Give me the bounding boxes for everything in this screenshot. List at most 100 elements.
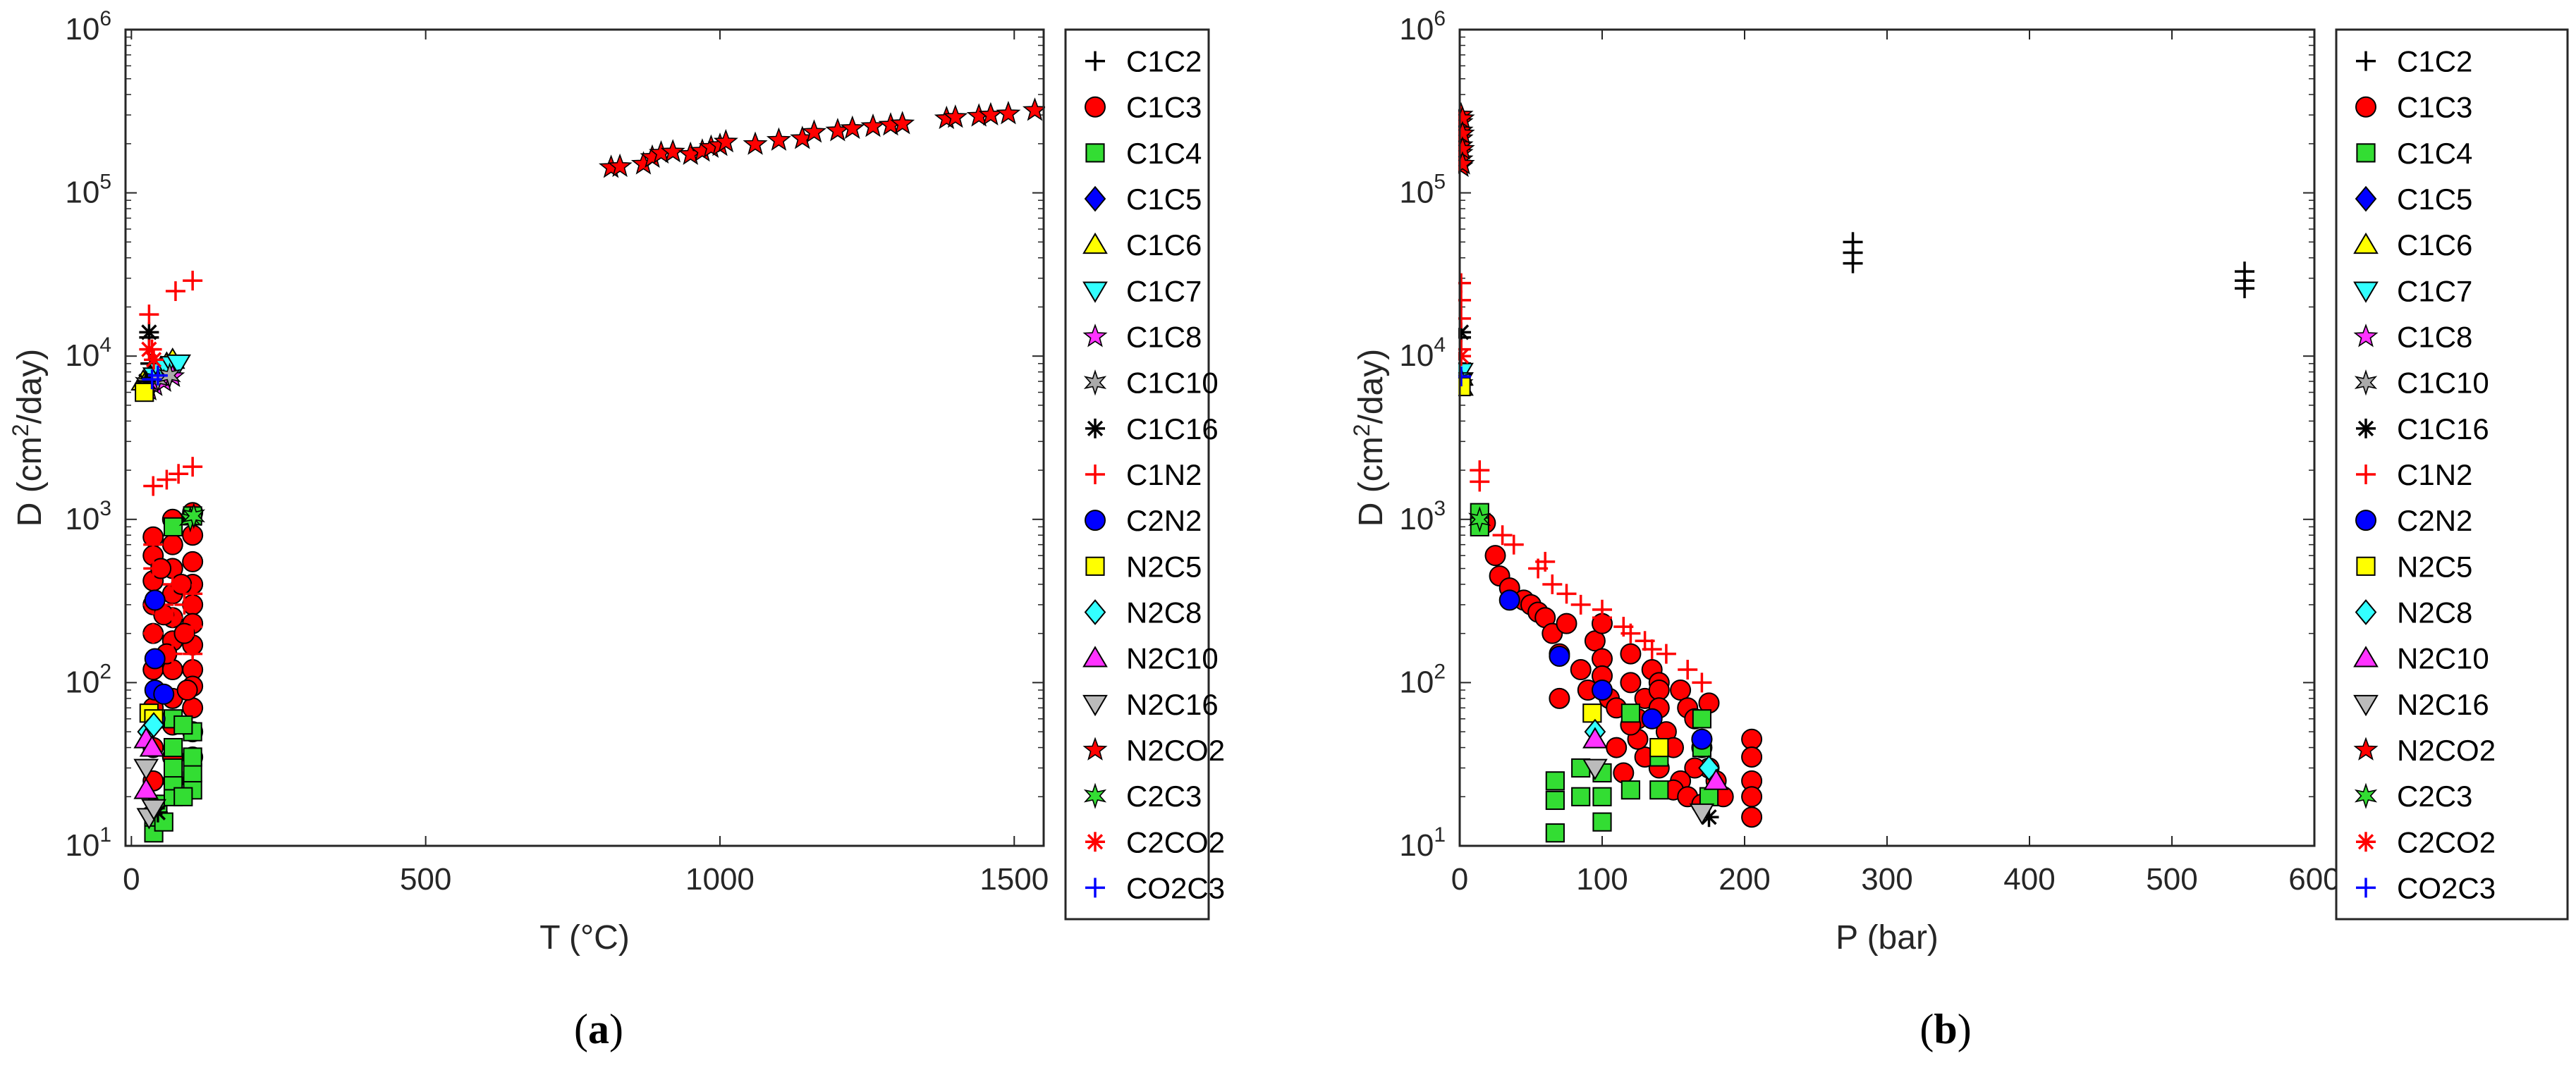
- data-markers-a: [130, 97, 1045, 843]
- data-point-b-c1n2-10: [1556, 584, 1577, 604]
- y-tick-label-a-2: 103: [65, 497, 111, 536]
- data-point-a-c1n2-0: [139, 305, 159, 325]
- x-tick-label-b-1: 100: [1576, 862, 1628, 897]
- legend-marker-b-c1c5: [2355, 185, 2377, 212]
- data-point-b-c1c4-12: [1649, 780, 1669, 800]
- legend-label-a-c1n2: C1N2: [1126, 458, 1202, 491]
- data-markers-b: [1458, 102, 2255, 843]
- y-tick-label-b-5: 106: [1399, 7, 1446, 47]
- data-point-b-c1c2-7: [2235, 278, 2255, 299]
- legend-label-b-co2c3: CO2C3: [2397, 871, 2496, 904]
- data-point-b-c2c3-0: [1468, 506, 1491, 533]
- legend-marker-b-c1c3: [2355, 96, 2376, 118]
- data-point-a-c1c3-29: [182, 697, 204, 719]
- legend-label-b-n2co2: N2CO2: [2397, 734, 2496, 767]
- data-point-b-c1c4-7: [1592, 812, 1612, 832]
- legend-label-b-c1c16: C1C16: [2397, 412, 2489, 445]
- data-point-b-c1n2-15: [1620, 623, 1641, 644]
- data-point-a-c1c4-7: [164, 737, 183, 758]
- data-point-b-c1c3-24: [1648, 679, 1670, 701]
- data-point-a-c1n2-8: [143, 534, 164, 555]
- y-axis-label-b: D (cm2/day): [1349, 349, 1390, 527]
- legend-label-b-c1c5: C1C5: [2397, 183, 2472, 216]
- x-tick-label-b-3: 300: [1861, 862, 1912, 897]
- legend-label-b-c1c8: C1C8: [2397, 321, 2472, 354]
- panel-caption-a: (a): [574, 1006, 623, 1052]
- legend-marker-a-c2c3: [1083, 782, 1107, 809]
- data-point-b-c2n2-4: [1691, 728, 1713, 750]
- data-point-a-n2c10-2: [139, 735, 165, 757]
- data-point-b-c1c4-11: [1620, 703, 1641, 723]
- x-tick-label-b-4: 400: [2003, 862, 2055, 897]
- data-point-b-n2c10-0: [1582, 727, 1608, 749]
- legend-label-a-c1c2: C1C2: [1126, 45, 1202, 78]
- data-point-b-c1c4-8: [1592, 787, 1612, 806]
- data-point-b-c2co2-0: [1458, 346, 1472, 367]
- data-point-b-c1n2-13: [1592, 608, 1612, 628]
- data-point-a-c2n2-1: [144, 648, 166, 670]
- y-tick-label-b-0: 101: [1399, 823, 1446, 863]
- data-point-b-n2co2-11: [1458, 151, 1475, 175]
- data-point-b-c1c3-44: [1613, 762, 1635, 784]
- x-tick-label-a-1: 500: [400, 862, 451, 897]
- legend-label-b-c1c2: C1C2: [2397, 45, 2472, 78]
- legend-marker-b-c1c2: [2356, 51, 2376, 71]
- legend-marker-a-c1c16: [1085, 418, 1105, 438]
- x-tick-label-a-2: 1000: [685, 862, 755, 897]
- y-tick-label-a-3: 104: [65, 333, 111, 373]
- legend-label-b-c1c6: C1C6: [2397, 228, 2472, 262]
- x-tick-label-a-3: 1500: [979, 862, 1049, 897]
- data-point-b-c1c4-2: [1545, 771, 1565, 791]
- data-point-b-c1n2-9: [1542, 574, 1563, 594]
- legend-label-a-c1c4: C1C4: [1126, 137, 1202, 170]
- data-point-a-c1n2-7: [183, 457, 203, 477]
- legend-label-b-c1c10: C1C10: [2397, 367, 2489, 400]
- legend-label-b-c2co2: C2CO2: [2397, 825, 2496, 859]
- legend-label-b-c2c3: C2C3: [2397, 780, 2472, 813]
- legend-marker-b-n2c16: [2353, 694, 2379, 717]
- x-tick-label-b-5: 500: [2146, 862, 2197, 897]
- legend-marker-b-c1c4: [2356, 143, 2376, 163]
- data-point-a-c1c3-36: [173, 622, 195, 644]
- legend-marker-b-c1c8: [2353, 324, 2379, 348]
- data-point-b-c1c3-1: [1484, 545, 1506, 567]
- data-point-b-c1c3-18: [1620, 643, 1642, 665]
- data-point-a-c1n2-17: [183, 644, 203, 664]
- data-point-a-c1c3-21: [182, 524, 204, 546]
- legend-label-b-c2n2: C2N2: [2397, 504, 2472, 537]
- data-point-a-c1c3-37: [176, 679, 198, 701]
- data-point-b-c1n2-17: [1642, 639, 1662, 660]
- data-point-a-n2co2-10: [713, 128, 738, 153]
- y-tick-label-a-4: 105: [65, 171, 111, 210]
- data-point-b-c1c3-49: [1741, 806, 1763, 828]
- legend-marker-b-n2co2: [2353, 737, 2379, 761]
- data-point-a-n2c5-0: [135, 382, 154, 402]
- x-tick-label-b-0: 0: [1451, 862, 1468, 897]
- legend-marker-b-c1c7: [2353, 281, 2379, 303]
- data-point-a-n2co2-16: [840, 115, 865, 140]
- legend-marker-b-n2c10: [2353, 646, 2379, 668]
- legend-marker-a-c1c6: [1082, 232, 1108, 254]
- data-point-a-c1n2-4: [143, 476, 164, 496]
- legend-marker-a-c1n2: [1085, 465, 1105, 484]
- legend-marker-b-c2c3: [2354, 782, 2378, 809]
- data-point-a-c1n2-2: [165, 281, 185, 302]
- data-point-a-n2c16-2: [141, 799, 166, 820]
- data-point-a-c1c4-6: [164, 758, 183, 778]
- data-point-a-n2co2-1: [607, 153, 633, 178]
- legend-label-a-n2c10: N2C10: [1126, 642, 1219, 675]
- y-tick-label-b-1: 102: [1399, 660, 1446, 699]
- data-point-b-n2c10-1: [1703, 768, 1729, 790]
- legend-label-b-n2c10: N2C10: [2397, 642, 2489, 675]
- data-point-b-c1n2-7: [1503, 534, 1524, 555]
- legend-marker-b-c1c6: [2353, 232, 2379, 254]
- data-point-b-c1n2-6: [1492, 525, 1513, 546]
- data-point-b-c1c3-50: [1549, 687, 1570, 709]
- data-point-a-c1n2-14: [162, 644, 183, 664]
- legend-marker-a-c1c3: [1085, 96, 1106, 118]
- data-point-b-n2c16-1: [1689, 803, 1715, 825]
- data-point-a-c1n2-6: [169, 464, 189, 484]
- data-point-b-n2c5-2: [1649, 737, 1669, 758]
- data-point-b-c1c3-11: [1570, 659, 1592, 681]
- y-axis-label-a: D (cm2/day): [8, 349, 49, 527]
